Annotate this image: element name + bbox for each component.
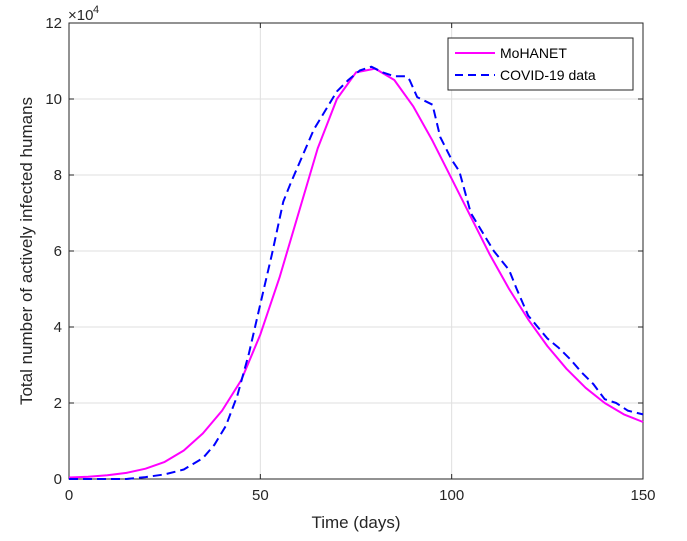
y-axis-label: Total number of actively infected humans <box>17 97 36 405</box>
x-tick-label: 150 <box>630 487 655 504</box>
series-layer <box>68 65 644 480</box>
y-tick-label: 8 <box>54 167 62 184</box>
y-tick-label: 4 <box>54 319 62 336</box>
x-tick-label: 0 <box>65 487 73 504</box>
series-line-mohanet <box>68 67 644 479</box>
legend-label-mohanet: MoHANET <box>500 45 567 61</box>
legend-box <box>447 37 634 91</box>
y-tick-label: 6 <box>54 243 62 260</box>
y-exponent-power: 4 <box>93 4 99 16</box>
y-tick-label: 0 <box>54 471 62 488</box>
y-tick-label: 2 <box>54 395 62 412</box>
y-tick-label: 10 <box>45 91 62 108</box>
x-axis-label: Time (days) <box>311 513 400 532</box>
x-tick-label: 50 <box>252 487 269 504</box>
legend-label-covid: COVID-19 data <box>500 67 596 83</box>
x-tick-label: 100 <box>439 487 464 504</box>
y-tick-label: 12 <box>45 15 62 32</box>
y-exponent-base: ×10 <box>68 7 93 24</box>
series-line-covid-data <box>69 65 644 480</box>
grid <box>68 22 644 480</box>
legend: MoHANET COVID-19 data <box>447 37 634 91</box>
